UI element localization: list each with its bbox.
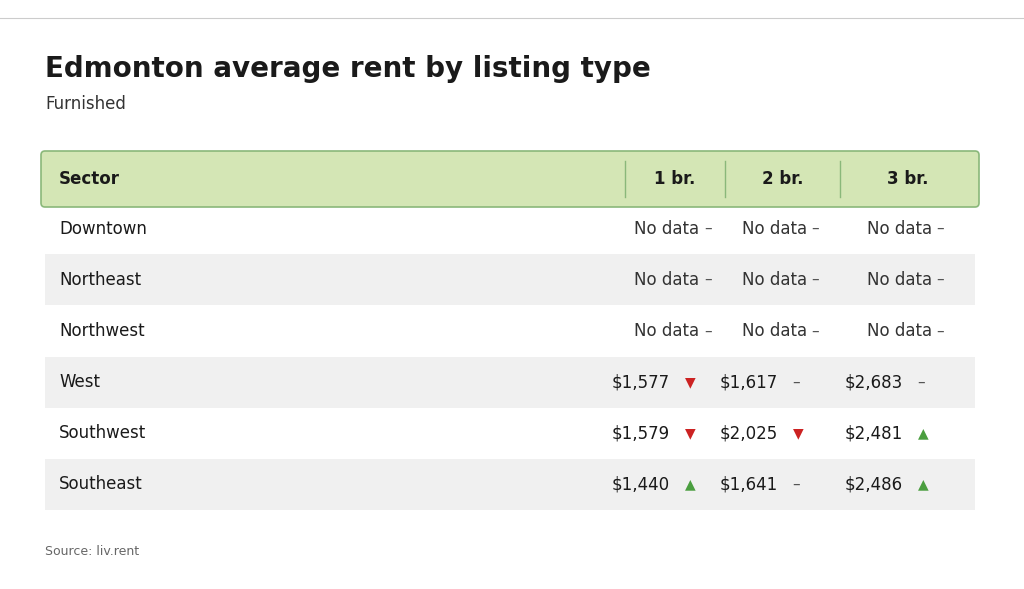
Text: No data: No data [635, 322, 699, 340]
Text: ▲: ▲ [685, 478, 695, 491]
Text: ▼: ▼ [685, 375, 695, 389]
Text: $2,481: $2,481 [844, 424, 902, 442]
Text: No data: No data [867, 271, 932, 289]
Text: Furnished: Furnished [45, 95, 126, 113]
Text: –: – [793, 375, 800, 389]
Text: Southwest: Southwest [59, 424, 146, 442]
Text: –: – [937, 221, 944, 236]
Text: No data: No data [742, 220, 807, 237]
Text: –: – [793, 477, 800, 492]
Text: $1,440: $1,440 [612, 475, 670, 494]
Bar [45, 254, 975, 305]
Text: Northeast: Northeast [59, 271, 141, 289]
Text: –: – [918, 375, 925, 389]
Text: –: – [705, 272, 712, 287]
Bar [45, 356, 975, 408]
Text: –: – [705, 323, 712, 339]
Text: –: – [812, 272, 819, 287]
Bar [45, 408, 975, 459]
Text: $2,683: $2,683 [844, 373, 902, 391]
Text: –: – [937, 272, 944, 287]
Text: Sector: Sector [59, 170, 120, 188]
Text: $1,617: $1,617 [719, 373, 777, 391]
Text: West: West [59, 373, 100, 391]
Text: Northwest: Northwest [59, 322, 144, 340]
Text: No data: No data [867, 220, 932, 237]
Text: –: – [705, 221, 712, 236]
Text: ▼: ▼ [685, 426, 695, 440]
Text: Southeast: Southeast [59, 475, 142, 494]
Text: –: – [812, 221, 819, 236]
Text: Downtown: Downtown [59, 220, 146, 237]
Text: No data: No data [635, 220, 699, 237]
Text: No data: No data [867, 322, 932, 340]
Text: $1,641: $1,641 [719, 475, 777, 494]
Bar [45, 305, 975, 356]
Text: No data: No data [635, 271, 699, 289]
Text: $1,579: $1,579 [612, 424, 670, 442]
Bar [45, 203, 975, 254]
Text: $2,486: $2,486 [845, 475, 902, 494]
Text: 1 br.: 1 br. [654, 170, 695, 188]
Text: –: – [937, 323, 944, 339]
Text: Edmonton average rent by listing type: Edmonton average rent by listing type [45, 55, 650, 83]
Text: No data: No data [742, 322, 807, 340]
Text: $2,025: $2,025 [719, 424, 777, 442]
Text: ▲: ▲ [918, 426, 928, 440]
Text: 3 br.: 3 br. [887, 170, 928, 188]
Text: ▼: ▼ [793, 426, 803, 440]
Text: No data: No data [742, 271, 807, 289]
Text: ▲: ▲ [918, 478, 928, 491]
FancyBboxPatch shape [41, 151, 979, 207]
Text: 2 br.: 2 br. [762, 170, 803, 188]
Text: $1,577: $1,577 [612, 373, 670, 391]
Bar [45, 459, 975, 510]
Text: Source: liv.rent: Source: liv.rent [45, 545, 139, 558]
Text: –: – [812, 323, 819, 339]
